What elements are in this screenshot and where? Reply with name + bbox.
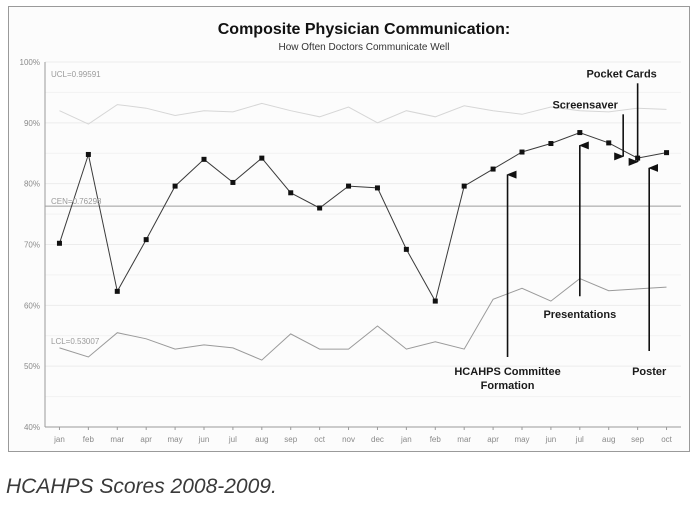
x-tick-label: may [514,435,529,444]
score-point [403,246,409,252]
x-tick-label: nov [342,435,355,444]
y-tick-label: 90% [24,119,40,128]
x-tick-label: jan [53,435,65,444]
annotation-label: Presentations [543,309,616,321]
score-point [85,151,91,157]
y-tick-label: 40% [24,423,40,432]
annotation-label: Poster [632,366,667,378]
x-tick-label: aug [255,435,268,444]
center-line-label: CEN=0.76298 [51,197,102,206]
score-point [664,150,670,156]
annotation-label: Pocket Cards [586,68,656,80]
x-tick-label: feb [430,435,442,444]
x-tick-label: dec [371,435,384,444]
score-line [59,132,667,303]
chart-subtitle: How Often Doctors Communicate Well [279,42,450,53]
y-tick-label: 80% [24,180,40,189]
x-tick-label: oct [661,435,672,444]
chart-frame [8,6,690,452]
score-point [201,156,207,162]
y-tick-label: 50% [24,362,40,371]
x-tick-label: jul [228,435,237,444]
score-point [519,149,525,155]
score-point [143,237,149,243]
score-point [172,183,178,189]
annotation-label: Formation [481,380,535,392]
x-tick-label: mar [110,435,124,444]
x-tick-label: jun [198,435,210,444]
x-tick-label: may [168,435,183,444]
x-tick-label: jun [545,435,557,444]
score-point [56,240,62,246]
ucl-line [59,102,667,125]
x-tick-label: mar [457,435,471,444]
score-point [432,298,438,304]
score-point [346,183,352,189]
x-tick-label: jan [400,435,412,444]
y-tick-label: 70% [24,241,40,250]
score-point [490,166,496,172]
lcl-label: LCL=0.53007 [51,337,100,346]
x-tick-label: apr [487,435,499,444]
score-point [606,140,612,146]
score-point [259,155,265,161]
control-chart: Composite Physician Communication: How O… [20,21,681,444]
lcl-line [59,278,667,361]
x-tick-label: oct [314,435,325,444]
score-point [230,179,236,185]
annotation-label: HCAHPS Committee [454,366,560,378]
y-tick-label: 60% [24,301,40,310]
score-point [461,183,467,189]
score-point [548,141,554,147]
x-tick-label: sep [631,435,644,444]
x-tick-label: aug [602,435,615,444]
score-point [288,190,294,196]
figure-caption: HCAHPS Scores 2008-2009. [6,475,277,498]
chart-title: Composite Physician Communication: [218,21,510,38]
x-tick-label: sep [284,435,297,444]
annotation-label: Screensaver [552,99,618,111]
x-tick-label: jul [575,435,584,444]
score-point [577,130,583,136]
x-tick-label: feb [83,435,95,444]
score-point [374,185,380,191]
y-tick-label: 100% [20,58,40,67]
x-tick-label: apr [140,435,152,444]
ucl-label: UCL=0.99591 [51,70,101,79]
score-point [114,288,120,294]
score-point [317,205,323,211]
